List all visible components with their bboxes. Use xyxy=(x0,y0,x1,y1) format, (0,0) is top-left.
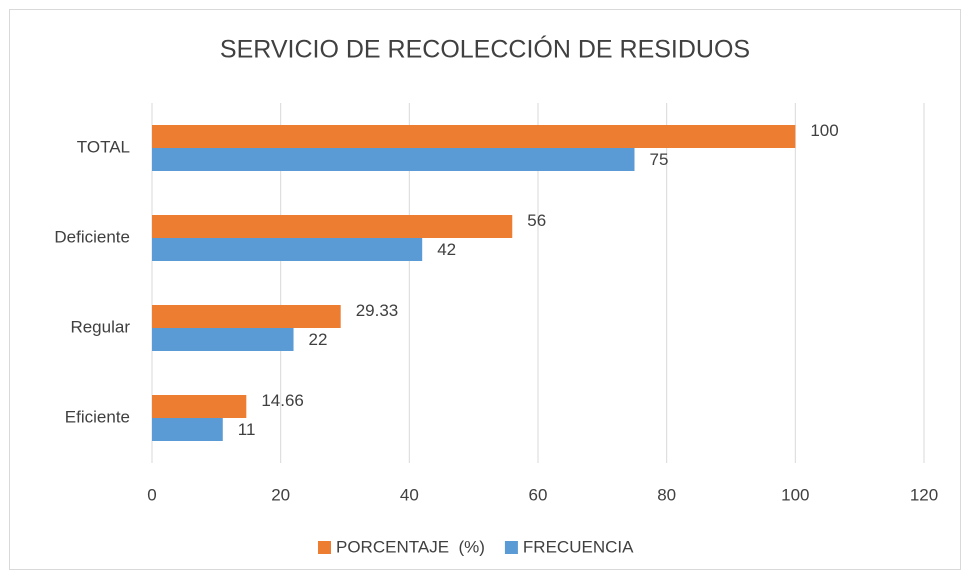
legend-label: FRECUENCIA xyxy=(523,537,634,556)
data-label: 56 xyxy=(527,211,546,230)
bar xyxy=(152,395,247,418)
legend-swatch xyxy=(318,541,331,554)
data-label: 100 xyxy=(810,121,838,140)
x-tick-label: 60 xyxy=(529,485,548,504)
bar xyxy=(152,305,341,328)
x-tick-label: 20 xyxy=(271,485,290,504)
y-tick-label: Regular xyxy=(70,317,130,336)
x-tick-label: 0 xyxy=(147,485,156,504)
data-label: 11 xyxy=(238,420,256,439)
data-label: 75 xyxy=(650,150,669,169)
bar xyxy=(152,328,294,351)
bar xyxy=(152,148,635,171)
chart-title: SERVICIO DE RECOLECCIÓN DE RESIDUOS xyxy=(220,35,750,64)
data-label: 42 xyxy=(437,240,456,259)
x-tick-label: 100 xyxy=(781,485,809,504)
legend-label: PORCENTAJE (%) xyxy=(336,537,485,556)
bar xyxy=(152,125,796,148)
data-label: 14.66 xyxy=(261,391,304,410)
data-label: 22 xyxy=(309,330,328,349)
legend-swatch xyxy=(504,541,518,554)
bar xyxy=(152,238,423,261)
x-tick-label: 80 xyxy=(657,485,676,504)
bar xyxy=(152,215,513,238)
data-label: 29.33 xyxy=(356,301,399,320)
y-tick-label: TOTAL xyxy=(77,137,130,156)
x-tick-label: 120 xyxy=(910,485,938,504)
bar xyxy=(152,418,223,441)
y-tick-label: Eficiente xyxy=(65,407,130,426)
y-tick-label: Deficiente xyxy=(54,227,130,246)
x-tick-label: 40 xyxy=(400,485,419,504)
chart-border xyxy=(9,9,961,570)
